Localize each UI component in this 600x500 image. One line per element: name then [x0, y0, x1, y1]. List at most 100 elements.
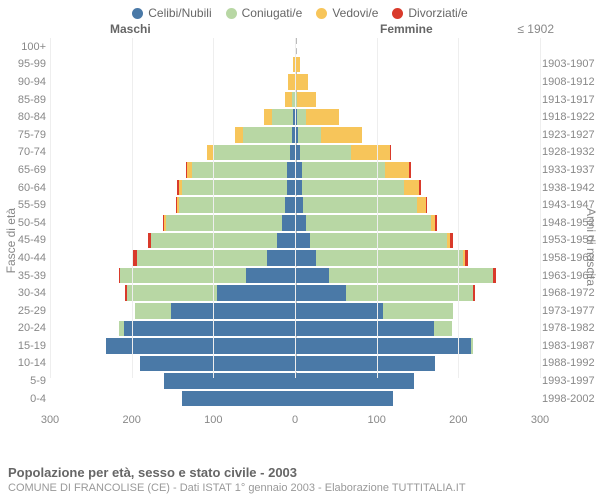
female-bar	[295, 127, 362, 143]
bar-segment	[450, 233, 453, 249]
female-bar	[295, 356, 435, 372]
bar-segment	[465, 250, 468, 266]
legend-swatch	[132, 8, 143, 19]
birth-year-label: 1918-1922	[542, 111, 600, 123]
birth-year-label: 1923-1927	[542, 129, 600, 141]
age-label: 70-74	[6, 146, 46, 158]
bar-segment	[351, 145, 390, 161]
legend-label: Vedovi/e	[332, 6, 378, 20]
bar-segment	[272, 109, 293, 125]
bar-segment	[493, 268, 496, 284]
bar-segment	[264, 109, 272, 125]
bar-segment	[213, 145, 290, 161]
female-bar	[295, 285, 475, 301]
female-bar	[295, 250, 468, 266]
population-pyramid-chart: Celibi/NubiliConiugati/eVedovi/eDivorzia…	[0, 0, 600, 500]
birth-year-label: 1958-1962	[542, 252, 600, 264]
bar-segment	[135, 303, 171, 319]
bar-segment	[192, 162, 287, 178]
bar-segment	[295, 303, 383, 319]
bar-segment	[409, 162, 411, 178]
age-label: 10-14	[6, 357, 46, 369]
male-bar	[164, 373, 295, 389]
male-bar	[182, 391, 295, 407]
age-label: 95-99	[6, 58, 46, 70]
gridline	[377, 38, 378, 378]
female-bar	[295, 303, 453, 319]
bar-segment	[287, 180, 295, 196]
male-bar	[235, 127, 295, 143]
birth-year-label: 1933-1937	[542, 164, 600, 176]
gridline	[132, 38, 133, 378]
age-label: 65-69	[6, 164, 46, 176]
male-bar	[125, 285, 295, 301]
x-axis: 3002001000100200300	[50, 410, 540, 438]
female-bar	[295, 74, 308, 90]
bar-segment	[267, 250, 295, 266]
x-tick: 200	[122, 414, 140, 426]
bar-segment	[120, 268, 246, 284]
bar-segment	[166, 215, 282, 231]
male-bar	[207, 145, 295, 161]
birth-year-label: 1978-1982	[542, 322, 600, 334]
bar-segment	[295, 250, 316, 266]
legend-swatch	[226, 8, 237, 19]
age-label: 60-64	[6, 182, 46, 194]
bar-segment	[295, 356, 435, 372]
legend-item: Divorziati/e	[392, 6, 467, 20]
bar-segment	[277, 233, 295, 249]
female-header: Femmine	[380, 22, 433, 36]
bar-segment	[182, 180, 287, 196]
age-row: 0-41998-2002	[50, 390, 540, 408]
female-bar	[295, 268, 496, 284]
gridline	[540, 38, 541, 378]
legend-item: Celibi/Nubili	[132, 6, 211, 20]
female-bar	[295, 391, 393, 407]
male-bar	[119, 268, 295, 284]
birth-year-label: 1913-1917	[542, 94, 600, 106]
male-bar	[148, 233, 295, 249]
bar-segment	[434, 321, 452, 337]
bar-segment	[404, 180, 419, 196]
female-bar	[295, 197, 427, 213]
bar-segment	[426, 197, 428, 213]
age-label: 50-54	[6, 217, 46, 229]
bar-segment	[295, 373, 414, 389]
bar-segment	[295, 215, 306, 231]
bar-segment	[473, 285, 475, 301]
bar-segment	[295, 233, 310, 249]
female-bar	[295, 162, 411, 178]
age-label: 25-29	[6, 305, 46, 317]
bar-segment	[137, 250, 268, 266]
bar-segment	[316, 250, 463, 266]
chart-title: Popolazione per età, sesso e stato civil…	[8, 465, 466, 480]
legend-label: Divorziati/e	[408, 6, 467, 20]
rows-container: 100+95-991903-190790-941908-191285-89191…	[50, 38, 540, 408]
legend-swatch	[392, 8, 403, 19]
bar-segment	[246, 268, 295, 284]
bar-segment	[383, 303, 453, 319]
male-bar	[163, 215, 295, 231]
gridline	[458, 38, 459, 378]
legend-item: Vedovi/e	[316, 6, 378, 20]
male-bar	[140, 356, 295, 372]
male-bar	[186, 162, 295, 178]
gridline	[213, 38, 214, 378]
bar-segment	[419, 180, 421, 196]
age-label: 35-39	[6, 270, 46, 282]
bar-segment	[295, 321, 434, 337]
female-bar	[295, 338, 473, 354]
age-label: 5-9	[6, 375, 46, 387]
bar-segment	[243, 127, 292, 143]
birth-year-top: ≤ 1902	[517, 22, 554, 36]
bar-segment	[298, 127, 321, 143]
bar-segment	[282, 215, 295, 231]
bar-segment	[306, 215, 430, 231]
bar-segment	[310, 233, 447, 249]
bar-segment	[297, 92, 317, 108]
birth-year-label: 1908-1912	[542, 76, 600, 88]
birth-year-label: 1968-1972	[542, 287, 600, 299]
birth-year-label: 1953-1957	[542, 234, 600, 246]
bar-segment	[295, 74, 308, 90]
age-label: 30-34	[6, 287, 46, 299]
